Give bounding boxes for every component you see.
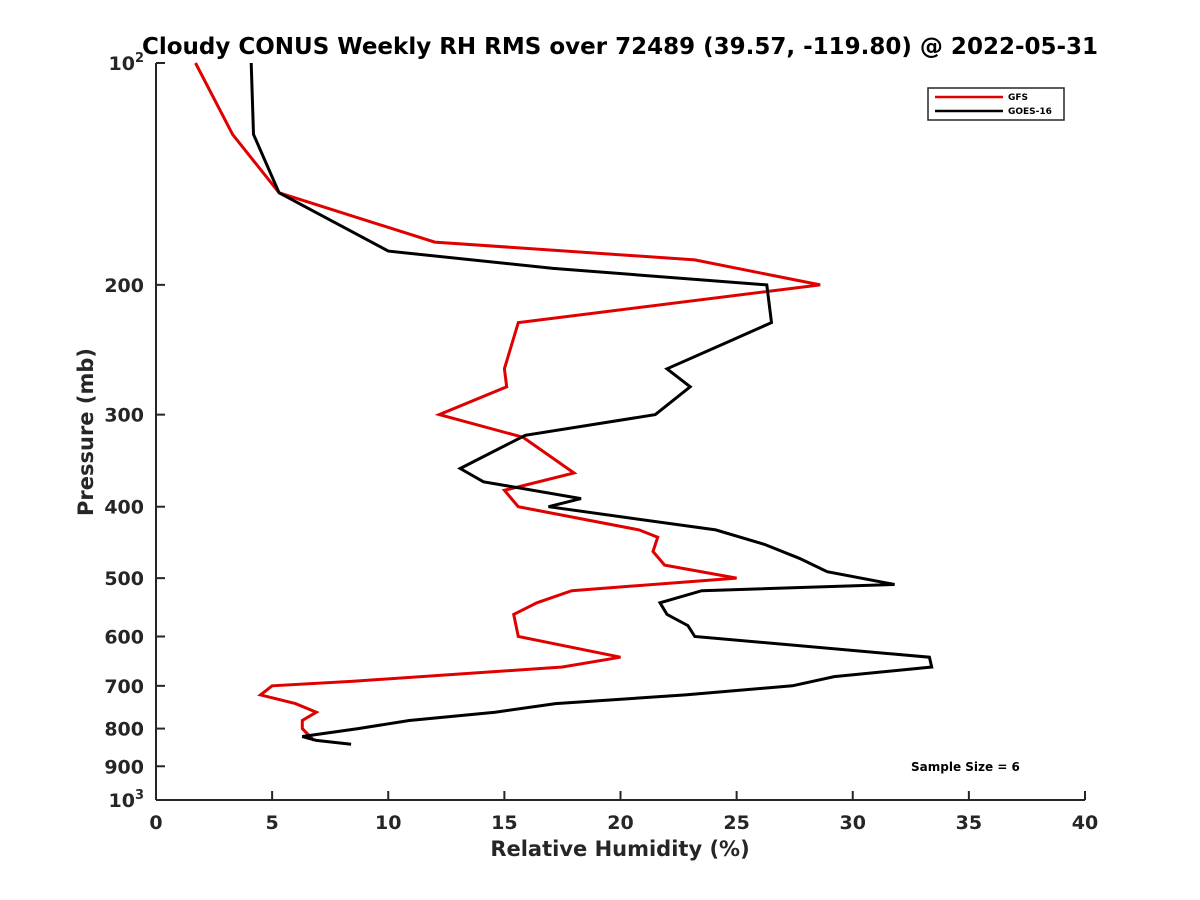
legend-box — [927, 87, 1065, 121]
x-tick-label: 5 — [266, 812, 279, 834]
y-tick-label: 900 — [104, 756, 144, 778]
x-tick-label: 0 — [149, 812, 162, 834]
y-tick-label: 400 — [104, 497, 144, 519]
y-tick-label: 800 — [104, 719, 144, 741]
y-tick-label: 200 — [104, 275, 144, 297]
legend-label-gfs: GFS — [1008, 93, 1028, 103]
y-tick-label: 300 — [104, 405, 144, 427]
y-tick-label: 700 — [104, 676, 144, 698]
y-axis-label: Pressure (mb) — [74, 348, 98, 516]
y-tick-label: 103 — [109, 788, 145, 812]
x-tick-label: 35 — [956, 812, 982, 834]
legend-label-goes-16: GOES-16 — [1008, 107, 1052, 117]
y-tick-label: 102 — [109, 51, 145, 75]
sample-size-annotation: Sample Size = 6 — [911, 760, 1020, 774]
x-ticks: 0 5 10 15 20 25 30 35 40 — [149, 791, 1098, 834]
x-tick-label: 10 — [375, 812, 401, 834]
x-tick-label: 20 — [607, 812, 633, 834]
series-line-gfs — [194, 62, 821, 742]
x-tick-label: 15 — [491, 812, 517, 834]
x-tick-label: 25 — [723, 812, 749, 834]
x-axis-label: Relative Humidity (%) — [490, 837, 749, 861]
x-tick-label: 40 — [1072, 812, 1098, 834]
plot-series — [194, 62, 934, 746]
y-ticks: 102 200 300 400 500 600 700 800 900 103 — [104, 51, 165, 812]
chart-title: Cloudy CONUS Weekly RH RMS over 72489 (3… — [142, 34, 1098, 60]
x-tick-label: 30 — [840, 812, 866, 834]
series-line-goes-16 — [249, 62, 934, 746]
y-tick-label: 500 — [104, 568, 144, 590]
y-tick-label: 600 — [104, 626, 144, 648]
legend: GFS GOES-16 — [927, 87, 1065, 121]
